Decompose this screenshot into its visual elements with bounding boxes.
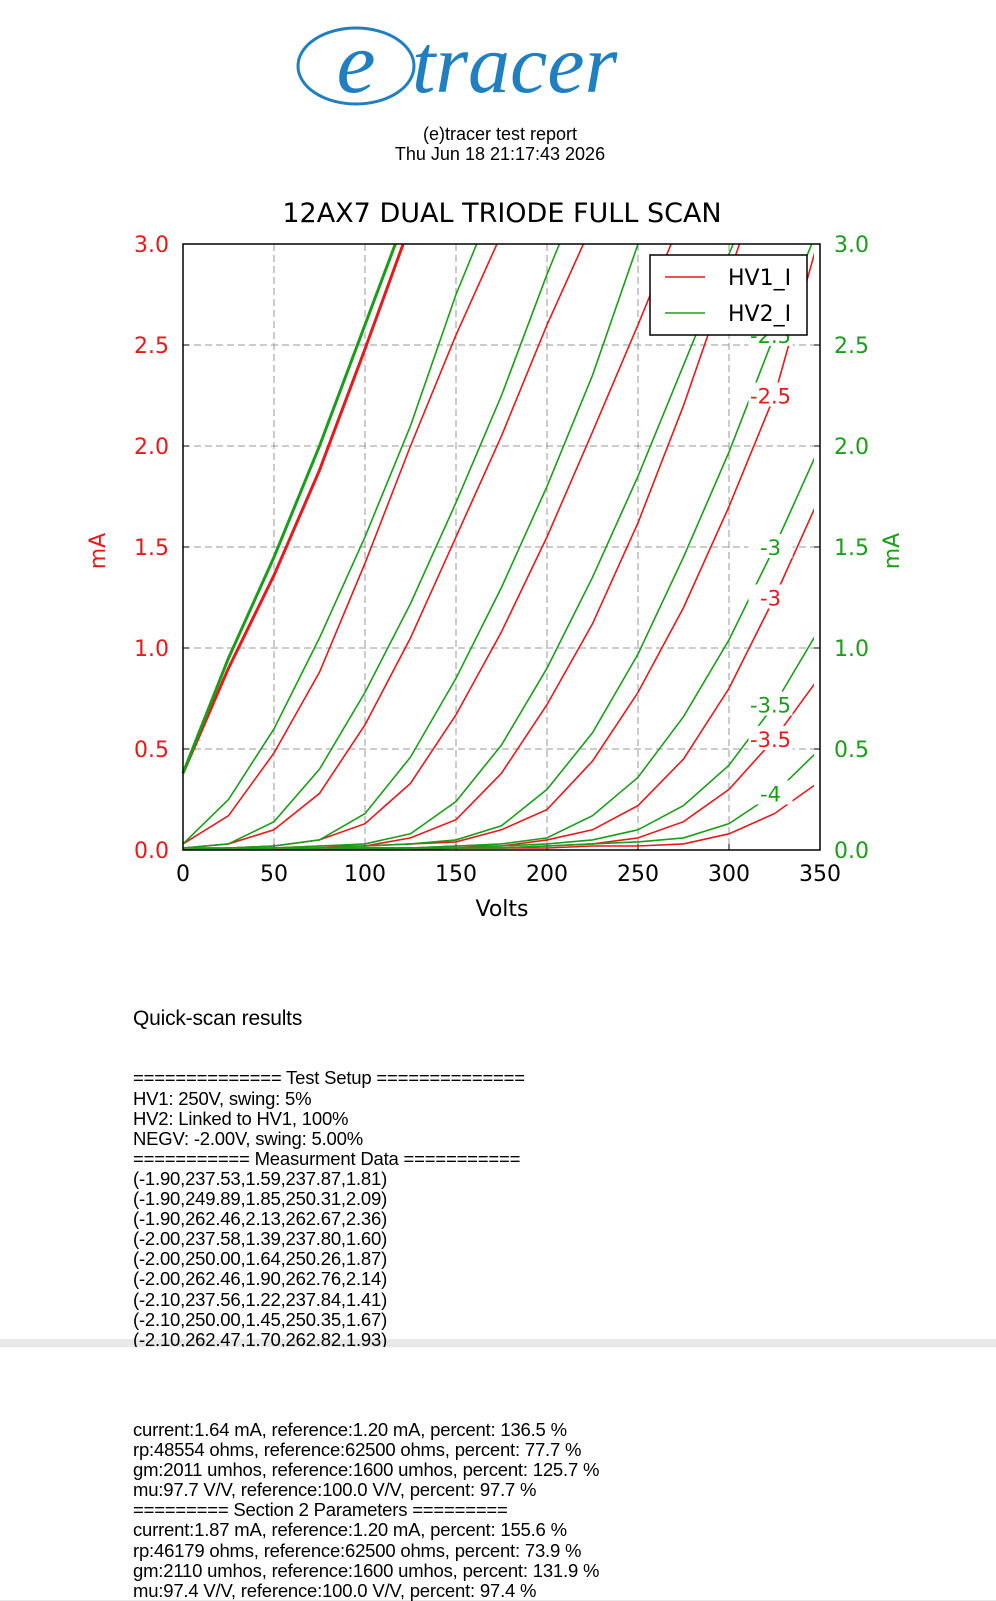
logo-ring bbox=[296, 26, 416, 106]
header-line: (e)tracer test report bbox=[422, 124, 578, 144]
y2-tick-label: 2.0 bbox=[834, 435, 869, 460]
report-line: mu:97.7 V/V, reference:100.0 V/V, percen… bbox=[133, 1479, 537, 1501]
y2-tick-label: 0.5 bbox=[834, 738, 869, 763]
report-line: (-2.10,237.56,1.22,237.84,1.41) bbox=[133, 1288, 388, 1310]
report-line: (-1.90,262.46,2.13,262.67,2.36) bbox=[133, 1208, 388, 1230]
curve-label: -3.5 bbox=[750, 728, 791, 752]
curve-label: -4 bbox=[760, 782, 781, 806]
curve bbox=[183, 753, 814, 850]
report-line: current:1.64 mA, reference:1.20 mA, perc… bbox=[133, 1419, 567, 1440]
curve bbox=[183, 457, 814, 850]
header-line: Thu Jun 18 21:17:43 2026 bbox=[394, 144, 606, 164]
report-line: gm:2011 umhos, reference:1600 umhos, per… bbox=[133, 1459, 600, 1481]
report-lines: current:1.64 mA, reference:1.20 mA, perc… bbox=[133, 1419, 600, 1601]
report-line: (-2.00,262.46,1.90,262.76,2.14) bbox=[133, 1268, 388, 1290]
report-line: =========== Measurment Data =========== bbox=[133, 1147, 521, 1169]
y2-tick-label: 2.5 bbox=[834, 334, 869, 359]
legend-box bbox=[649, 254, 808, 336]
curve bbox=[181, 244, 397, 774]
report-line: (-1.90,237.53,1.59,237.87,1.81) bbox=[133, 1167, 388, 1189]
x-tick-label: 0 bbox=[176, 862, 190, 887]
curve-label: -3 bbox=[760, 536, 781, 560]
curve-label: -3 bbox=[760, 587, 781, 611]
report-line: (-2.10,262.47,1.70,262.82,1.93) bbox=[133, 1328, 388, 1350]
plot-area bbox=[181, 244, 814, 850]
report-line: (-2.00,237.58,1.39,237.80,1.60) bbox=[133, 1228, 388, 1250]
report-line: (-2.10,250.00,1.45,250.35,1.67) bbox=[133, 1308, 388, 1330]
curve-label-bg bbox=[748, 584, 793, 609]
page-sheet: e tracer (e)tracer test report Thu Jun 1… bbox=[0, 0, 996, 1370]
chart-title: 12AX7 DUAL TRIODE FULL SCAN bbox=[282, 198, 721, 229]
report-line: mu:97.4 V/V, reference:100.0 V/V, percen… bbox=[133, 1579, 537, 1601]
curve bbox=[183, 244, 639, 849]
report-title: Quick-scan results bbox=[133, 1007, 303, 1031]
plot-frame bbox=[182, 243, 821, 851]
logo-text: tracer bbox=[412, 18, 618, 111]
y-tick-label: 1.5 bbox=[134, 536, 169, 561]
curve bbox=[183, 244, 813, 850]
y-tick-label: 0.0 bbox=[134, 839, 169, 864]
report-line: HV1: 250V, swing: 5% bbox=[133, 1087, 312, 1109]
y-tick-label: 2.5 bbox=[134, 334, 169, 359]
y-tick-label: 1.0 bbox=[134, 637, 169, 662]
curve bbox=[182, 244, 561, 849]
x-tick-label: 350 bbox=[799, 862, 841, 887]
report-line: (-1.90,249.89,1.85,250.31,2.09) bbox=[133, 1188, 388, 1210]
report-line: ========= Section 2 Parameters ========= bbox=[133, 1499, 508, 1521]
x-tick-label: 250 bbox=[617, 862, 659, 887]
y2-axis-label: mA bbox=[880, 533, 905, 569]
y-tick-label: 3.0 bbox=[134, 233, 169, 258]
curve-label-bg bbox=[748, 725, 793, 750]
report-line: HV2: Linked to HV1, 100% bbox=[133, 1107, 349, 1129]
x-tick-label: 100 bbox=[344, 862, 386, 887]
report-lines: ============== Test Setup ==============… bbox=[133, 1067, 525, 1370]
report-text: Quick-scan results ============== Test S… bbox=[133, 968, 525, 1370]
y2-tick-label: 0.0 bbox=[834, 839, 869, 864]
report-line: gm:2110 umhos, reference:1600 umhos, per… bbox=[133, 1559, 600, 1581]
page-sheet: current:1.64 mA, reference:1.20 mA, perc… bbox=[0, 1347, 996, 1600]
x-axis-label: Volts bbox=[475, 897, 528, 922]
report-line: rp:48554 ohms, reference:62500 ohms, per… bbox=[133, 1439, 582, 1461]
curve-label: -3.5 bbox=[750, 694, 791, 718]
x-tick-label: 200 bbox=[526, 862, 568, 887]
curve bbox=[182, 244, 498, 845]
y-axis-label: mA bbox=[86, 533, 111, 569]
curve bbox=[183, 683, 814, 850]
y2-tick-label: 3.0 bbox=[834, 233, 869, 258]
report-line: current:1.87 mA, reference:1.20 mA, perc… bbox=[133, 1519, 567, 1541]
report-header: (e)tracer test report Thu Jun 18 21:17:4… bbox=[0, 124, 996, 164]
report-line: NEGV: -2.00V, swing: 5.00% bbox=[133, 1127, 363, 1149]
y-tick-label: 0.5 bbox=[134, 738, 169, 763]
y-tick-label: 2.0 bbox=[134, 435, 169, 460]
logo: e tracer bbox=[296, 15, 618, 112]
y2-tick-label: 1.0 bbox=[834, 637, 869, 662]
curve-label-bg bbox=[748, 534, 793, 558]
x-tick-label: 300 bbox=[708, 862, 750, 887]
curve bbox=[182, 244, 735, 850]
curve bbox=[182, 244, 741, 850]
logo-mark: e bbox=[336, 15, 375, 112]
x-tick-label: 150 bbox=[435, 862, 477, 887]
curve bbox=[182, 244, 585, 849]
curve bbox=[182, 244, 478, 845]
report-line: ============== Test Setup ============== bbox=[133, 1067, 525, 1089]
report-line: (-2.00,250.00,1.64,250.26,1.87) bbox=[133, 1248, 388, 1270]
report-line: rp:46179 ohms, reference:62500 ohms, per… bbox=[133, 1539, 582, 1561]
x-tick-label: 50 bbox=[260, 862, 288, 887]
curve-label-bg bbox=[748, 780, 793, 805]
y2-tick-label: 1.5 bbox=[834, 536, 869, 561]
curve-label-bg bbox=[748, 382, 793, 407]
curve-label-bg bbox=[748, 691, 793, 716]
legend-label: HV2_I bbox=[728, 302, 791, 327]
curve-label: -2.5 bbox=[750, 385, 791, 409]
curve bbox=[181, 244, 405, 774]
curve bbox=[183, 636, 814, 850]
legend-label: HV1_I bbox=[728, 266, 791, 291]
chart: 12AX7 DUAL TRIODE FULL SCAN mA mA Volts … bbox=[86, 198, 905, 922]
